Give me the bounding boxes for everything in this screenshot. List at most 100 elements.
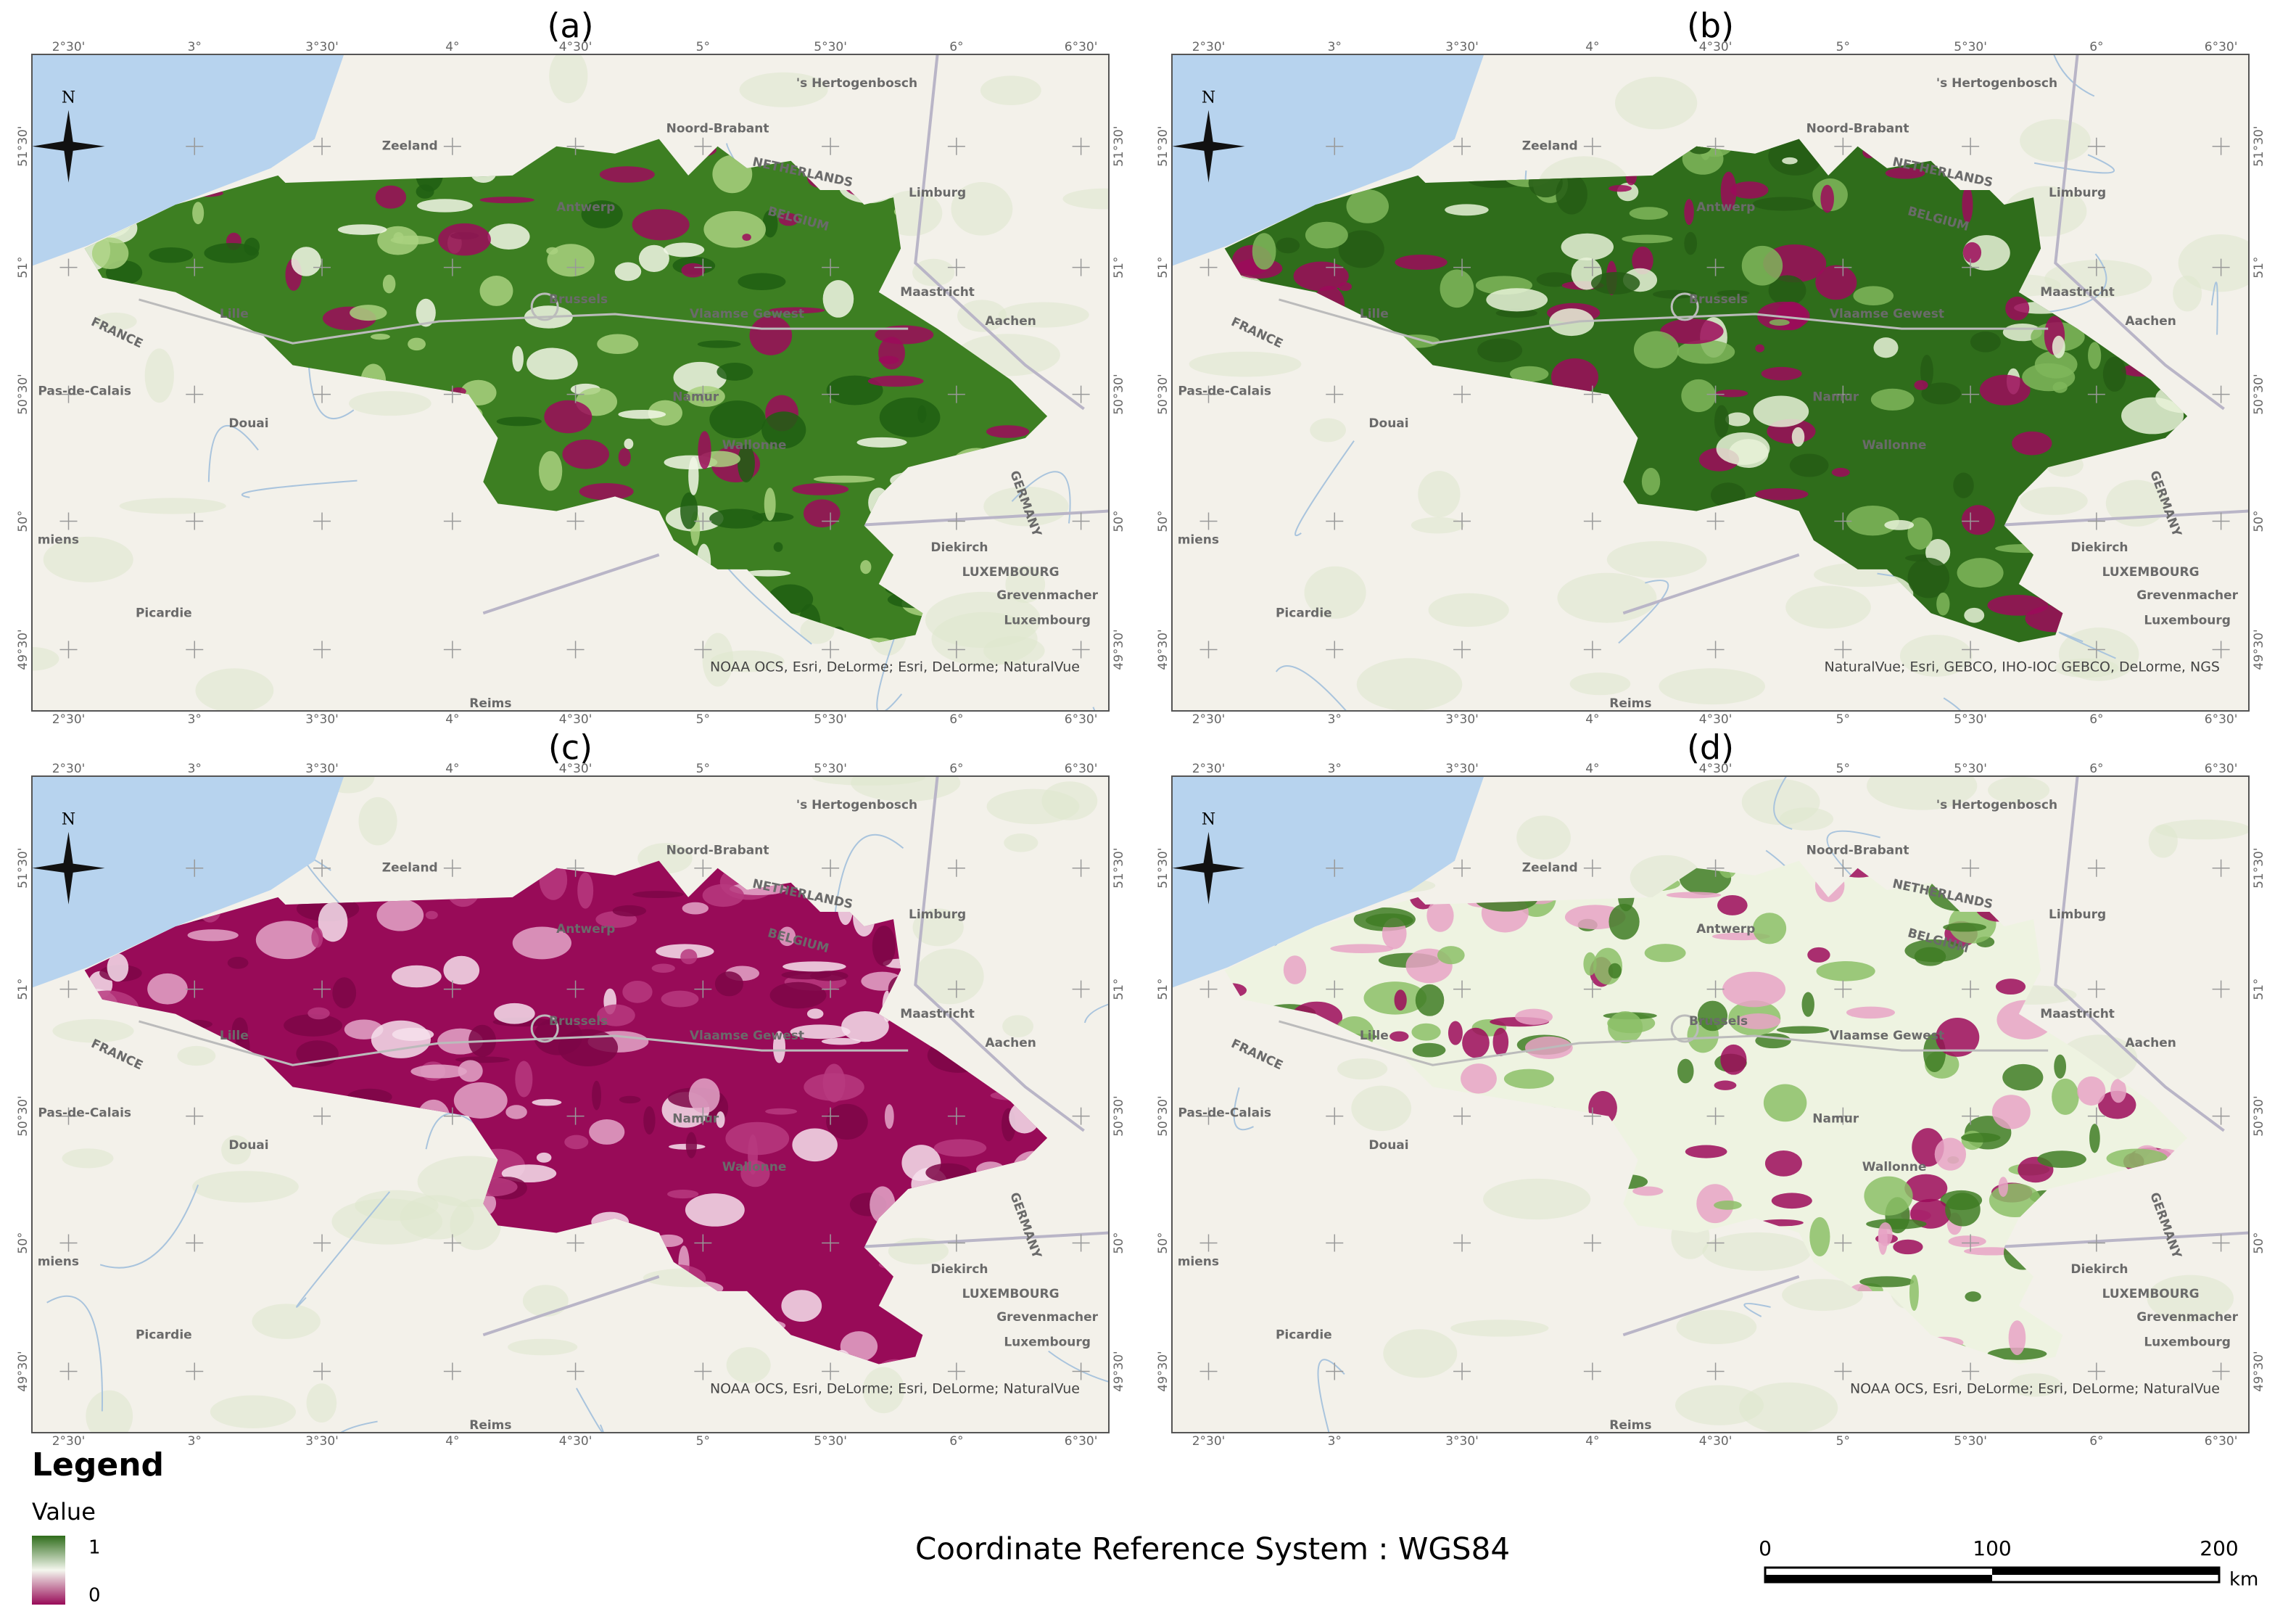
raster-patch xyxy=(1920,355,1933,389)
raster-patch xyxy=(1961,505,1995,535)
raster-patch xyxy=(1921,382,1961,405)
place-label: Grevenmacher xyxy=(2136,1310,2238,1325)
raster-patch xyxy=(1753,395,1809,427)
raster-patch xyxy=(2012,431,2052,456)
place-label: Diekirch xyxy=(930,540,988,555)
legend-max: 1 xyxy=(88,1537,101,1559)
place-label: Namur xyxy=(672,390,719,405)
lon-label: 6°30' xyxy=(2205,712,2238,727)
map-frame xyxy=(31,775,1110,1433)
panel-label: (d) xyxy=(1687,728,1734,767)
lon-label: 5° xyxy=(1836,712,1850,727)
lon-label: 6° xyxy=(2089,762,2103,776)
place-label: Maastricht xyxy=(2040,285,2115,300)
lon-label: 6° xyxy=(949,762,963,776)
raster-patch xyxy=(826,375,883,406)
place-label: Limburg xyxy=(909,907,966,922)
raster-patch xyxy=(1556,174,1587,215)
raster-patch xyxy=(443,955,480,985)
lat-label: 51°30' xyxy=(1112,125,1126,166)
raster-patch xyxy=(884,1104,894,1129)
lat-label: 50° xyxy=(1156,510,1170,532)
place-label: Vlaamse Gewest xyxy=(1830,1029,1944,1043)
lat-label: 51° xyxy=(16,257,30,279)
raster-patch xyxy=(703,210,767,248)
raster-patch xyxy=(1415,984,1445,1016)
lat-label: 50° xyxy=(1156,1232,1170,1253)
raster-patch xyxy=(1590,271,1640,295)
legend-field: Value xyxy=(32,1498,96,1526)
raster-patch xyxy=(1252,233,1276,270)
lon-label: 6°30' xyxy=(1065,40,1098,54)
raster-patch xyxy=(1660,318,1724,345)
lon-label: 4°30' xyxy=(1699,1434,1733,1449)
lon-label: 4°30' xyxy=(559,40,592,54)
lon-label: 2°30' xyxy=(1192,1434,1226,1449)
place-label: Noord-Brabant xyxy=(666,844,769,858)
raster-patch xyxy=(512,926,571,960)
raster-patch xyxy=(1622,234,1673,244)
raster-patch xyxy=(1685,1145,1727,1158)
legend-ramp xyxy=(32,1536,65,1605)
lon-label: 5° xyxy=(696,712,710,727)
lat-label: 49°30' xyxy=(1156,1351,1170,1391)
lon-label: 3° xyxy=(188,1434,202,1449)
raster-patch xyxy=(810,971,848,981)
sea xyxy=(32,776,344,988)
place-label: Lille xyxy=(220,1029,249,1043)
lon-label: 6°30' xyxy=(1065,712,1098,727)
raster-patch xyxy=(1943,923,1986,932)
raster-patch xyxy=(1914,947,1946,966)
place-label: Luxembourg xyxy=(2144,613,2231,627)
raster-patch xyxy=(1276,237,1300,254)
lon-label: 3°30' xyxy=(305,712,339,727)
legend-title: Legend xyxy=(32,1446,164,1483)
raster-patch xyxy=(107,953,129,982)
raster-patch xyxy=(410,1064,467,1079)
lon-label: 4°30' xyxy=(1699,762,1733,776)
raster-patch xyxy=(332,977,357,1009)
raster-patch xyxy=(1653,289,1696,299)
raster-patch xyxy=(1866,1219,1927,1230)
place-label: Douai xyxy=(228,1138,268,1153)
place-label: Brussels xyxy=(1689,292,1748,307)
place-label: Reims xyxy=(1609,696,1651,711)
lat-label: 50°30' xyxy=(1156,374,1170,414)
lon-label: 6°30' xyxy=(2205,40,2238,54)
scale-label: 0 xyxy=(1759,1536,1772,1560)
place-label: Reims xyxy=(469,1418,511,1433)
raster-patch xyxy=(376,899,424,931)
raster-patch xyxy=(536,1152,552,1163)
lat-label: 49°30' xyxy=(1112,1351,1126,1391)
raster-patch xyxy=(311,927,323,948)
place-label: miens xyxy=(38,1255,79,1269)
raster-patch xyxy=(667,1190,699,1199)
raster-patch xyxy=(1725,412,1751,427)
raster-patch xyxy=(664,242,705,258)
raster-patch xyxy=(187,929,239,942)
raster-patch xyxy=(2037,1150,2086,1168)
raster-patch xyxy=(1644,944,1686,963)
place-label: Zeeland xyxy=(1522,861,1578,876)
crs: Coordinate Reference System : WGS84 xyxy=(915,1531,1510,1567)
raster-patch xyxy=(680,492,698,530)
raster-patch xyxy=(1776,1026,1830,1034)
raster-patch xyxy=(526,347,578,380)
raster-patch xyxy=(643,1106,656,1135)
map-panel: 's HertogenboschNoord-BrabantZeelandNETH… xyxy=(1156,762,2266,1449)
place-label: Wallonne xyxy=(722,438,787,453)
lat-label: 49°30' xyxy=(2252,629,2266,670)
lon-label: 5°30' xyxy=(1954,40,1987,54)
place-label: Noord-Brabant xyxy=(666,122,769,136)
lat-label: 50°30' xyxy=(2252,1095,2266,1136)
lon-label: 3°30' xyxy=(1445,1434,1479,1449)
place-label: Reims xyxy=(1609,1418,1651,1433)
raster-patch xyxy=(769,307,825,314)
place-label: LUXEMBOURG xyxy=(2102,565,2200,580)
raster-patch xyxy=(1697,1000,1728,1032)
place-label: Brussels xyxy=(549,292,608,307)
raster-patch xyxy=(1461,1063,1497,1094)
raster-patch xyxy=(1437,946,1465,965)
lon-label: 3°30' xyxy=(305,762,339,776)
map-panel: 's HertogenboschNoord-BrabantZeelandNETH… xyxy=(16,762,1126,1449)
